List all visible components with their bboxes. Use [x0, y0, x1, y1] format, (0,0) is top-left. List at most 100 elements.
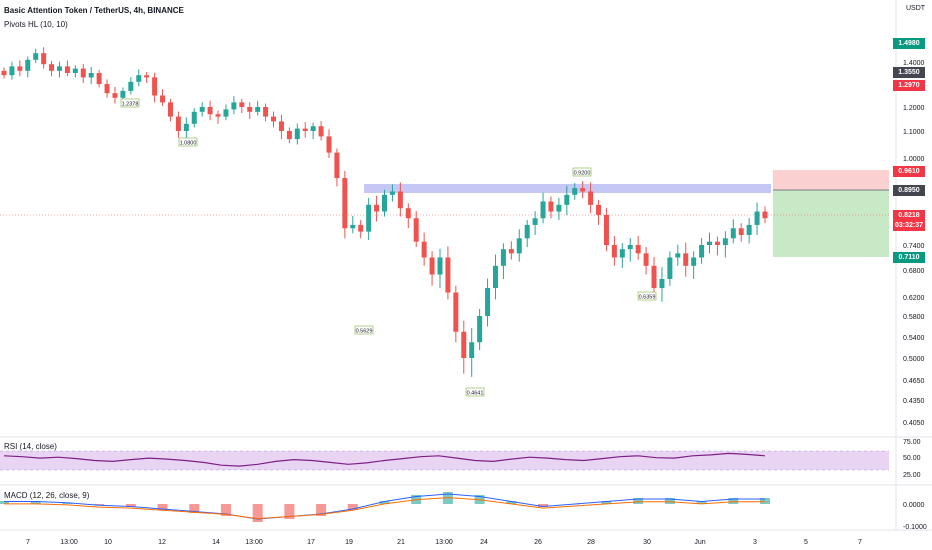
candle-body — [64, 66, 70, 73]
candle-body — [223, 109, 229, 117]
candle-body — [572, 188, 578, 195]
rsi-line — [3, 452, 766, 467]
candle-body — [714, 241, 720, 245]
candle-body — [627, 245, 633, 250]
macd-histogram-bar — [696, 501, 707, 504]
currency-label: USDT — [906, 5, 926, 12]
candle-body — [207, 107, 213, 115]
candle-body — [659, 279, 665, 288]
macd-histogram-bar — [538, 504, 549, 507]
candle-body — [294, 128, 300, 140]
candle-body — [286, 131, 292, 140]
price-tag-current: 1.3550 — [893, 67, 925, 78]
macd-axis-tick: -0.1000 — [903, 524, 927, 531]
price-axis-tick: 0.4650 — [903, 378, 925, 385]
candle-body — [128, 81, 134, 91]
candle-body — [366, 204, 372, 232]
candle-body — [318, 126, 324, 137]
pivot-label-box — [637, 291, 657, 301]
price-axis-tick: 0.4350 — [903, 398, 925, 405]
macd-label[interactable]: MACD (12, 26, close, 9) — [4, 491, 90, 500]
pivots-indicator-label[interactable]: Pivots HL (10, 10) — [4, 20, 68, 29]
candle-body — [167, 102, 173, 117]
macd-histogram-bar — [125, 504, 136, 507]
time-axis-label: 24 — [480, 539, 488, 546]
price-axis-tick: 0.5400 — [903, 335, 925, 342]
macd-axis-tick: 0.0000 — [903, 502, 925, 509]
take-profit-zone — [773, 190, 889, 257]
candle-body — [556, 204, 562, 212]
symbol-title: Basic Attention Token / TetherUS, 4h, BI… — [4, 6, 184, 15]
candle-body — [707, 241, 713, 245]
pivot-label: 0.5629 — [356, 329, 373, 335]
candle-body — [358, 224, 364, 232]
rsi-label[interactable]: RSI (14, close) — [4, 442, 57, 451]
candle-body — [350, 224, 356, 229]
candle-body — [635, 245, 641, 254]
candle-body — [469, 342, 475, 358]
candle-body — [611, 245, 617, 258]
candle-body — [239, 102, 245, 107]
time-axis-label: 28 — [587, 539, 595, 546]
price-tag-tp: 0.7110 — [893, 252, 925, 263]
time-axis-label: 3 — [753, 539, 757, 546]
candle-body — [722, 238, 728, 245]
candle-body — [675, 253, 681, 258]
candle-body — [72, 68, 78, 73]
candle-body — [271, 116, 277, 122]
time-axis-label: 26 — [534, 539, 542, 546]
candle-body — [120, 90, 126, 98]
candle-body — [516, 238, 522, 254]
candle-body — [524, 224, 530, 239]
time-axis-label: 14 — [212, 539, 220, 546]
candle-body — [1, 70, 7, 76]
candle-body — [619, 249, 625, 258]
candle-body — [342, 178, 348, 229]
candle-body — [699, 245, 705, 258]
price-tag-countdown: 03:32:37 — [893, 220, 925, 231]
resistance-zone — [364, 184, 771, 193]
candle-body — [508, 249, 514, 254]
pivot-label: 0.4641 — [467, 391, 484, 397]
candle-body — [429, 257, 435, 275]
candle-body — [175, 116, 181, 131]
macd-histogram-bar — [347, 504, 358, 510]
time-axis-label: 13:00 — [435, 539, 453, 546]
candle-body — [80, 68, 86, 78]
symbol-title-text: Basic Attention Token / TetherUS, 4h, BI… — [4, 6, 184, 15]
pivot-label-box — [465, 387, 485, 397]
candle-body — [603, 214, 609, 245]
rsi-axis-tick: 75.00 — [903, 439, 921, 446]
candle-body — [144, 75, 150, 78]
time-axis-label: 17 — [307, 539, 315, 546]
candle-body — [191, 111, 197, 124]
candle-body — [310, 126, 316, 131]
candle-body — [136, 75, 142, 82]
macd-histogram-bar — [760, 498, 770, 504]
price-tag-pivot-high: 1.2970 — [893, 80, 925, 91]
candle-body — [485, 288, 491, 316]
candle-body — [580, 188, 586, 192]
time-axis-label: 13:00 — [245, 539, 263, 546]
candle-body — [263, 107, 269, 117]
candle-body — [588, 191, 594, 205]
price-axis-tick: 1.2000 — [903, 105, 925, 112]
stop-loss-zone — [773, 170, 889, 190]
candle-body — [461, 331, 467, 358]
candle-body — [326, 136, 332, 153]
candle-body — [215, 114, 221, 117]
macd-histogram-bar — [506, 501, 517, 504]
candle-body — [389, 191, 395, 195]
candle-body — [738, 228, 744, 235]
candle-body — [25, 59, 31, 71]
macd-histogram-bar — [601, 501, 612, 504]
time-axis-label: 13:00 — [60, 539, 78, 546]
candle-body — [88, 73, 94, 78]
candle-body — [255, 107, 261, 112]
candle-body — [730, 228, 736, 239]
candle-body — [564, 194, 570, 205]
candle-body — [413, 218, 419, 242]
candle-body — [667, 257, 673, 279]
candle-body — [160, 95, 166, 103]
